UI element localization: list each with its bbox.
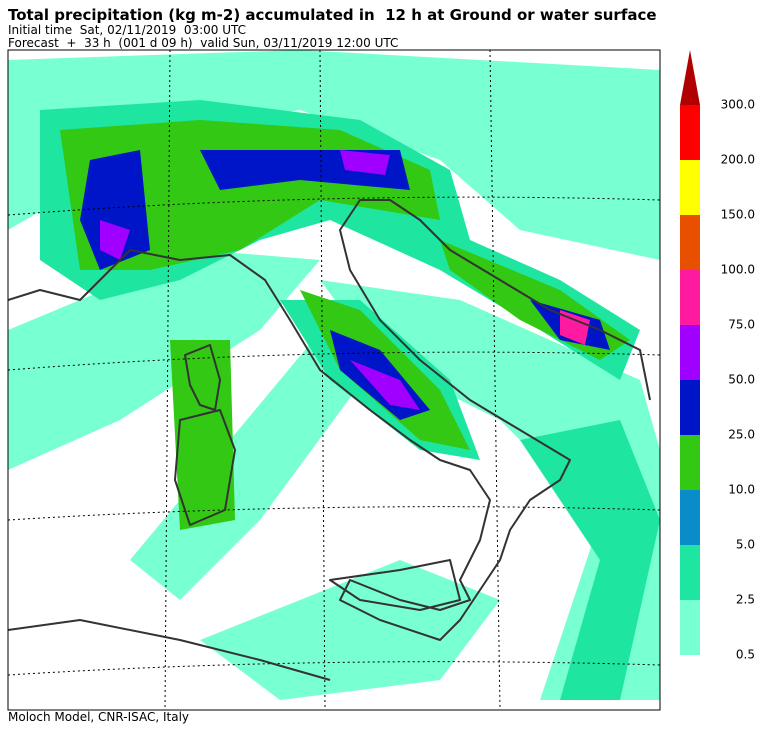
colorbar-segment <box>680 105 700 160</box>
colorbar-arrow <box>680 50 700 105</box>
colorbar-label: 2.5 <box>736 593 755 607</box>
colorbar-segment <box>680 600 700 655</box>
colorbar-segment <box>680 160 700 215</box>
precipitation-field <box>8 50 660 710</box>
colorbar-label: 10.0 <box>728 483 755 497</box>
colorbar-label: 100.0 <box>721 263 755 277</box>
colorbar-segment <box>680 380 700 435</box>
colorbar-segment <box>680 490 700 545</box>
colorbar-label: 25.0 <box>728 428 755 442</box>
colorbar-label: 200.0 <box>721 153 755 167</box>
colorbar-segment <box>680 325 700 380</box>
colorbar-label: 75.0 <box>728 318 755 332</box>
colorbar-segment <box>680 270 700 325</box>
colorbar-label: 50.0 <box>728 373 755 387</box>
map-frame <box>7 49 661 711</box>
forecast: Forecast + 33 h (001 d 09 h) valid Sun, … <box>8 36 399 50</box>
initial-time: Initial time Sat, 02/11/2019 03:00 UTC <box>8 23 247 37</box>
footer: Moloch Model, CNR-ISAC, Italy <box>8 710 190 724</box>
colorbar-segment <box>680 215 700 270</box>
colorbar: 300.0 200.0 150.0 100.0 75.0 50.0 25.0 10.0 5.0 2… <box>680 50 755 662</box>
colorbar-label: 300.0 <box>721 98 755 112</box>
colorbar-segment <box>680 435 700 490</box>
colorbar-label: 0.5 <box>736 648 755 662</box>
colorbar-label: 5.0 <box>736 538 755 552</box>
colorbar-label: 150.0 <box>721 208 755 222</box>
title: Total precipitation (kg m-2) accumulated… <box>8 6 657 24</box>
colorbar-segment <box>680 545 700 600</box>
